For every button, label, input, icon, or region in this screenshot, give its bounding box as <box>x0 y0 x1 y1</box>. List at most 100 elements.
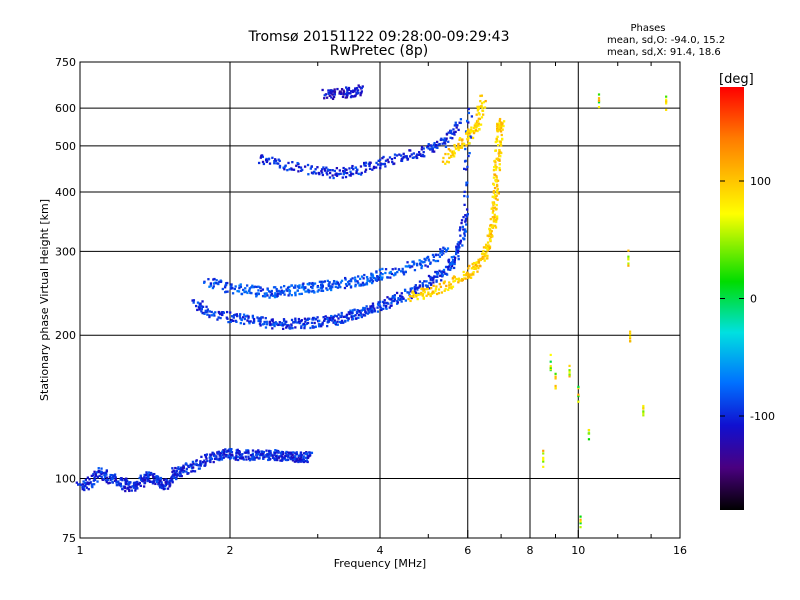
data-point <box>271 318 274 321</box>
data-point <box>302 455 305 458</box>
data-point <box>343 286 347 290</box>
data-point <box>208 314 211 317</box>
data-point <box>493 173 496 176</box>
data-point <box>642 407 645 410</box>
data-point <box>255 295 258 298</box>
data-point <box>195 459 198 462</box>
data-point <box>125 480 128 483</box>
data-point <box>439 248 442 251</box>
data-point <box>136 482 140 486</box>
data-point <box>325 287 328 290</box>
data-point <box>447 152 450 156</box>
data-point <box>331 93 334 96</box>
data-point <box>151 482 155 485</box>
data-point <box>342 315 345 319</box>
data-point <box>326 316 329 319</box>
data-point <box>244 455 247 458</box>
data-point <box>442 282 446 285</box>
data-point <box>365 311 368 315</box>
data-point <box>467 154 470 158</box>
data-point <box>295 164 298 167</box>
data-point <box>493 216 496 219</box>
data-point <box>241 453 244 456</box>
data-point <box>279 459 282 462</box>
data-point <box>197 306 201 309</box>
data-point <box>302 282 305 285</box>
data-point <box>339 92 343 95</box>
data-point <box>448 284 451 287</box>
data-point <box>473 267 476 270</box>
data-point <box>401 270 404 273</box>
data-point <box>347 317 350 320</box>
data-point <box>500 151 503 155</box>
data-point <box>443 141 446 144</box>
data-point <box>481 255 484 259</box>
data-point <box>483 252 486 256</box>
data-point <box>383 162 387 165</box>
data-point <box>579 526 582 529</box>
data-point <box>382 162 385 166</box>
data-point <box>325 166 328 169</box>
data-point <box>200 455 203 459</box>
data-point <box>372 166 376 170</box>
data-point <box>482 113 485 116</box>
data-point <box>328 316 331 320</box>
data-point <box>311 325 314 328</box>
data-point <box>479 258 483 262</box>
data-point <box>196 308 199 312</box>
data-point <box>417 286 420 289</box>
data-point <box>200 310 203 313</box>
y-tick-label: 500 <box>55 140 76 153</box>
data-point <box>364 161 368 164</box>
data-point <box>273 162 276 165</box>
data-point <box>345 168 348 171</box>
data-point <box>335 315 339 318</box>
data-point <box>255 456 259 459</box>
data-point <box>490 230 493 233</box>
data-point <box>404 265 407 268</box>
data-point <box>117 480 120 483</box>
data-point <box>343 170 346 173</box>
data-point <box>429 281 432 284</box>
data-point <box>361 281 365 284</box>
data-point <box>221 312 224 315</box>
data-point <box>328 283 331 286</box>
data-point <box>436 275 439 278</box>
data-point <box>457 255 460 258</box>
data-point <box>230 456 233 459</box>
data-point <box>429 261 432 264</box>
data-point <box>356 309 359 312</box>
data-point <box>378 268 382 271</box>
data-point <box>420 148 423 151</box>
data-point <box>409 155 412 158</box>
data-point <box>322 316 325 319</box>
data-point <box>497 144 500 147</box>
data-point <box>331 174 334 177</box>
data-point <box>404 289 407 292</box>
data-point <box>426 255 430 259</box>
data-point <box>587 432 591 435</box>
data-point <box>295 458 299 461</box>
data-point <box>292 451 295 454</box>
data-point <box>440 279 443 282</box>
data-point <box>266 288 269 291</box>
data-point <box>288 285 291 289</box>
data-point <box>391 295 395 298</box>
data-point <box>394 267 397 270</box>
data-point <box>452 150 456 153</box>
data-point <box>408 294 412 298</box>
data-point <box>450 256 453 259</box>
data-point <box>321 321 324 324</box>
data-point <box>107 482 110 485</box>
data-point <box>476 105 479 109</box>
data-point <box>279 292 282 295</box>
data-point <box>435 292 439 296</box>
data-point <box>466 165 469 169</box>
data-point <box>271 319 274 323</box>
data-point <box>496 185 499 188</box>
data-point <box>362 306 365 310</box>
data-point <box>321 323 324 326</box>
data-point <box>277 158 280 161</box>
data-point <box>94 472 97 476</box>
